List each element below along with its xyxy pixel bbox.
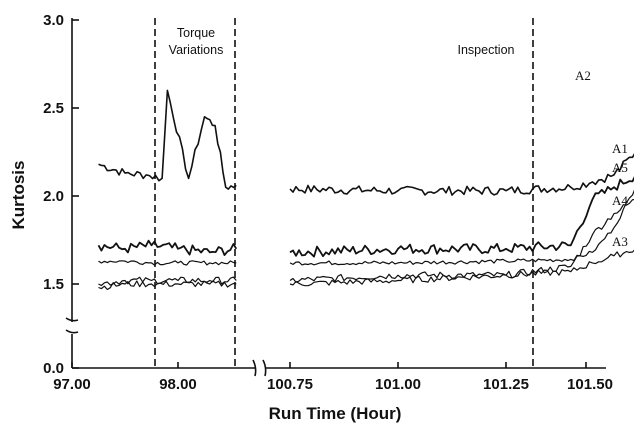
series-label-A5: A5 — [612, 160, 628, 175]
y-tick-label-1: 1.5 — [43, 276, 64, 293]
y-tick-label-2: 2.0 — [43, 188, 64, 205]
series-line-A1 — [97, 176, 634, 258]
y-axis-label: Kurtosis — [9, 161, 28, 230]
x-axis-break-mark — [252, 359, 267, 377]
series-line-A2 — [98, 89, 634, 196]
y-tick-marks — [72, 19, 79, 369]
series-line-A5 — [98, 189, 634, 266]
y-tick-label-4: 3.0 — [43, 12, 64, 29]
annotation-inspection: Inspection — [458, 43, 515, 57]
annotation-torque-line1: Torque — [177, 26, 215, 40]
x-tick-label-1: 98.00 — [159, 376, 197, 393]
y-tick-label-0: 0.0 — [43, 360, 64, 377]
axes — [65, 18, 606, 377]
series-label-A3: A3 — [612, 234, 628, 249]
series-labels: A2 A1 A5 A4 A3 — [575, 68, 628, 249]
series-label-A1: A1 — [612, 141, 628, 156]
x-tick-marks — [71, 362, 587, 368]
series-lines — [97, 89, 634, 291]
x-tick-label-5: 101.50 — [567, 376, 613, 393]
y-tick-labels: 0.0 1.5 2.0 2.5 3.0 — [43, 12, 64, 377]
series-line-A3 — [98, 249, 634, 291]
x-tick-label-2: 100.75 — [267, 376, 313, 393]
y-axis-break-mark — [65, 317, 79, 334]
x-tick-label-3: 101.00 — [375, 376, 421, 393]
vertical-markers — [154, 18, 534, 368]
x-tick-label-0: 97.00 — [53, 376, 91, 393]
series-label-A4: A4 — [612, 193, 628, 208]
series-label-A2: A2 — [575, 68, 591, 83]
x-tick-label-4: 101.25 — [483, 376, 529, 393]
series-line-A4 — [98, 199, 634, 287]
y-tick-label-3: 2.5 — [43, 100, 64, 117]
annotation-torque-line2: Variations — [169, 43, 224, 57]
x-tick-labels: 97.00 98.00 100.75 101.00 101.25 101.50 — [53, 376, 613, 393]
x-axis-label: Run Time (Hour) — [269, 404, 402, 423]
